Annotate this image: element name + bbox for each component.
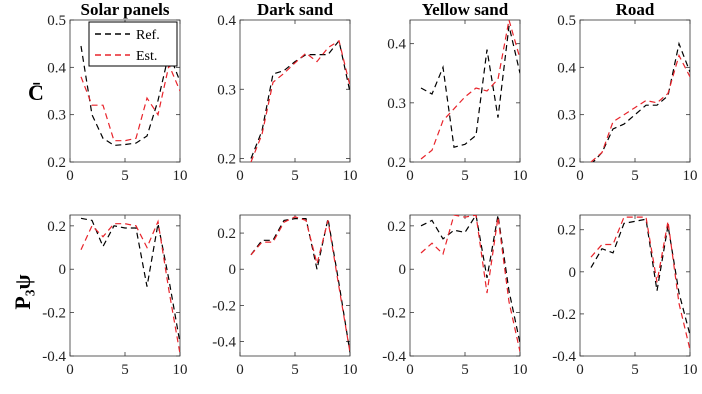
panels: Solar panels 0 5 10 0.2 0.3 0.4 0.5 Dark sand 0 5 1… — [42, 0, 697, 378]
panel-5-series-est-line — [80, 219, 180, 354]
panel-7-ytick-label: 0 — [399, 262, 407, 278]
legend-label-ref: Ref. — [136, 28, 160, 43]
panel-4-axes-frame — [579, 19, 691, 163]
panel-6-ytick-label: -0.4 — [212, 335, 236, 351]
panel-4-xtick-label: 0 — [576, 168, 584, 184]
panel-3-xtick-label: 10 — [513, 168, 528, 184]
panel-8-ytick-label: -0.2 — [552, 307, 576, 323]
panel-3-xtick-label: 0 — [406, 168, 414, 184]
row-label-bottom: P₃ψ — [10, 274, 35, 309]
panel-7-xtick-label: 5 — [461, 362, 469, 378]
panel-2-title: Dark sand — [257, 0, 334, 19]
panel-5-xtick-label: 5 — [121, 362, 129, 378]
panel-2: Dark sand 0 5 10 0.2 0.3 0.4 — [217, 0, 357, 184]
panel-5-ytick-label: 0.2 — [47, 219, 66, 235]
panel-2-xtick-label: 10 — [343, 168, 358, 184]
panel-5-xtick-label: 0 — [66, 362, 74, 378]
panel-1-ytick-label: 0.3 — [47, 108, 66, 124]
panel-3: Yellow sand 0 5 10 0.2 0.3 0.4 — [387, 0, 527, 184]
panel-8-axes-frame — [579, 214, 691, 357]
panel-6-xtick-label: 10 — [343, 362, 358, 378]
panel-3-xtick-label: 5 — [461, 168, 469, 184]
panel-6-xtick-label: 5 — [291, 362, 299, 378]
panel-2-ytick-label: 0.2 — [217, 152, 236, 168]
panel-5-ytick-label: -0.2 — [42, 306, 66, 322]
panel-6-ytick-label: -0.2 — [212, 298, 236, 314]
row-label-top: C̄ — [28, 80, 44, 105]
panel-5-ytick-label: 0 — [59, 262, 67, 278]
panel-7-axes-frame — [409, 214, 521, 357]
panel-8-ytick-label: 0 — [569, 265, 577, 281]
panel-4-xtick-label: 10 — [683, 168, 698, 184]
legend: Ref. Est. — [88, 21, 178, 67]
panel-8-series-est-line — [590, 216, 690, 350]
panel-4-series-est-line — [590, 53, 690, 162]
panel-4: Road 0 5 10 0.2 0.3 0.4 0.5 — [557, 0, 697, 184]
legend-box — [88, 21, 178, 67]
panel-8-xtick-label: 5 — [631, 362, 639, 378]
panel-7-series-ref-line — [420, 215, 520, 344]
panel-5-xtick-label: 10 — [173, 362, 188, 378]
panel-6-ytick-label: 0 — [229, 262, 237, 278]
panel-8: 0 5 10 -0.4 -0.2 0 0.2 — [552, 214, 698, 378]
panel-7-ytick-label: -0.4 — [382, 349, 406, 365]
panel-2-ytick-label: 0.4 — [217, 13, 236, 29]
panel-1-series-est-line — [80, 63, 180, 142]
panel-1-xtick-label: 5 — [121, 168, 129, 184]
panel-1: Solar panels 0 5 10 0.2 0.3 0.4 0.5 — [47, 0, 187, 184]
panel-2-xtick-label: 5 — [291, 168, 299, 184]
panel-7-xtick-label: 10 — [513, 362, 528, 378]
panel-3-axes-frame — [409, 19, 521, 163]
panel-2-series-est-line — [250, 39, 350, 162]
panel-5-ytick-label: -0.4 — [42, 349, 66, 365]
panel-1-ytick-label: 0.4 — [47, 60, 66, 76]
panel-7-xtick-label: 0 — [406, 362, 414, 378]
panel-1-series-ref-line — [80, 45, 180, 147]
panel-4-ytick-label: 0.5 — [557, 13, 576, 29]
panel-2-ytick-label: 0.3 — [217, 82, 236, 98]
panel-7-ytick-label: 0.2 — [387, 219, 406, 235]
panel-2-axes-frame — [239, 19, 351, 163]
panel-1-xtick-label: 0 — [66, 168, 74, 184]
panel-1-ytick-label: 0.2 — [47, 155, 66, 171]
panel-5: 0 5 10 -0.4 -0.2 0 0.2 — [42, 214, 188, 378]
panel-8-xtick-label: 10 — [683, 362, 698, 378]
panel-1-title: Solar panels — [81, 0, 170, 19]
panel-7-ytick-label: -0.2 — [382, 306, 406, 322]
panel-4-ytick-label: 0.3 — [557, 108, 576, 124]
panel-7-series-est-line — [420, 215, 520, 352]
panel-4-xtick-label: 5 — [631, 168, 639, 184]
panel-5-axes-frame — [69, 214, 181, 357]
panel-3-series-ref-line — [420, 25, 520, 148]
panel-6-ytick-label: 0.2 — [217, 226, 236, 242]
panel-8-ytick-label: 0.2 — [557, 223, 576, 239]
panel-5-series-ref-line — [80, 217, 180, 344]
panel-3-ytick-label: 0.4 — [387, 37, 406, 53]
panel-1-ytick-label: 0.5 — [47, 13, 66, 29]
panel-6-xtick-label: 0 — [236, 362, 244, 378]
panel-6-series-est-line — [250, 216, 350, 353]
panel-3-series-est-line — [420, 20, 520, 160]
panel-8-xtick-label: 0 — [576, 362, 584, 378]
panel-1-xtick-label: 10 — [173, 168, 188, 184]
panel-4-series-ref-line — [592, 41, 690, 162]
panel-3-ytick-label: 0.3 — [387, 96, 406, 112]
panel-4-ytick-label: 0.4 — [557, 60, 576, 76]
panel-3-ytick-label: 0.2 — [387, 155, 406, 171]
panel-2-series-ref-line — [250, 39, 350, 159]
panel-6: 0 5 10 -0.4 -0.2 0 0.2 — [212, 214, 358, 378]
panel-4-title: Road — [616, 0, 655, 19]
legend-label-est: Est. — [136, 49, 157, 64]
panel-6-axes-frame — [239, 214, 351, 357]
panel-4-ytick-label: 0.2 — [557, 155, 576, 171]
panel-2-xtick-label: 0 — [236, 168, 244, 184]
panel-6-series-ref-line — [250, 218, 350, 353]
panel-8-ytick-label: -0.4 — [552, 349, 576, 365]
panel-7: 0 5 10 -0.4 -0.2 0 0.2 — [382, 214, 528, 378]
panel-3-title: Yellow sand — [422, 0, 509, 19]
